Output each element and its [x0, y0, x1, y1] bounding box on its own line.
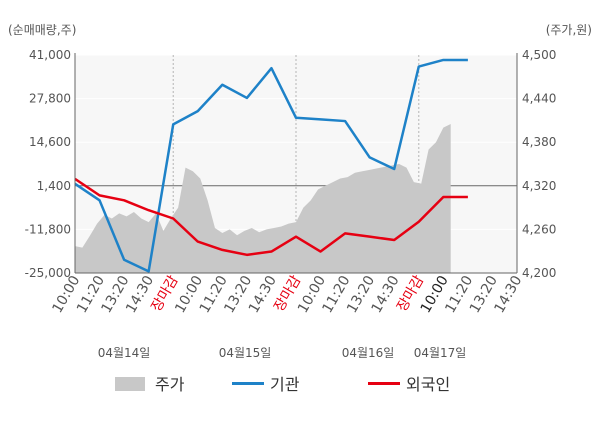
date-label: 04월17일 — [414, 346, 467, 360]
right-tick-label: 4,200 — [522, 266, 556, 280]
legend-foreign-swatch — [368, 382, 400, 385]
right-tick-label: 4,260 — [522, 222, 556, 236]
left-tick-label: 27,800 — [29, 92, 71, 106]
foreign-line — [74, 177, 468, 257]
left-axis-unit: (순매매량,주) — [8, 23, 76, 37]
date-label: 04월15일 — [219, 346, 272, 360]
date-label: 04월16일 — [342, 346, 395, 360]
legend-price-label: 주가 — [155, 375, 185, 394]
right-axis-ticks: 4,500 4,440 4,380 4,320 4,260 4,200 — [522, 48, 556, 280]
date-labels: 04월14일 04월15일 04월16일 04월17일 — [98, 346, 467, 360]
axes-layer — [74, 53, 518, 274]
right-tick-label: 4,440 — [522, 92, 556, 106]
legend-foreign-label: 외국인 — [406, 375, 450, 394]
legend: 주가 기관 외국인 — [115, 375, 450, 394]
legend-institution-swatch — [232, 382, 264, 385]
left-tick-label: -25,000 — [25, 266, 71, 280]
legend-price-swatch — [115, 377, 145, 391]
legend-institution-label: 기관 — [270, 375, 300, 394]
right-axis-unit: (주가,원) — [546, 23, 592, 37]
date-label: 04월14일 — [98, 346, 151, 360]
right-tick-label: 4,380 — [522, 135, 556, 149]
left-tick-label: -11,800 — [25, 222, 71, 236]
x-axis-ticks: 10:0011:2013:2014:30장마감10:0011:2013:2014… — [49, 273, 525, 316]
institution-line — [74, 58, 468, 273]
right-tick-label: 4,320 — [522, 179, 556, 193]
series-lines-layer — [74, 58, 468, 273]
left-tick-label: 14,600 — [29, 135, 71, 149]
right-tick-label: 4,500 — [522, 48, 556, 62]
left-tick-label: 1,400 — [37, 179, 71, 193]
left-axis-ticks: 41,000 27,800 14,600 1,400 -11,800 -25,000 — [25, 48, 71, 280]
left-tick-label: 41,000 — [29, 48, 71, 62]
